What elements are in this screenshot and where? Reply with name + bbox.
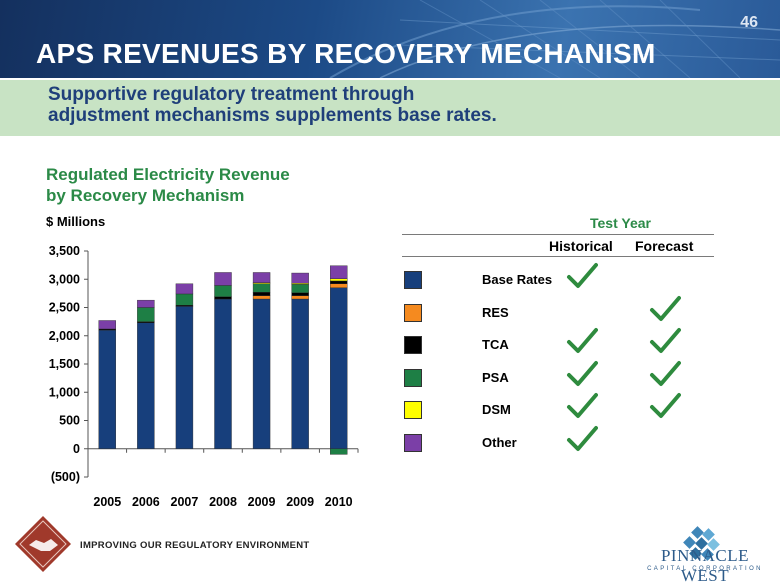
legend-label: RES — [482, 304, 509, 320]
bar-base-rates — [175, 306, 194, 449]
legend-swatch — [404, 271, 422, 289]
bar-res — [252, 295, 271, 300]
historical-check-icon — [566, 425, 598, 453]
table-rule-bottom — [402, 256, 714, 257]
legend-row-res: RES — [404, 295, 704, 326]
bar-other — [175, 283, 194, 295]
y-tick-label: 1,500 — [49, 357, 80, 371]
y-tick-label: 0 — [73, 442, 80, 456]
bar-tca — [330, 280, 348, 284]
bar-tca — [214, 296, 232, 300]
legend-row-base-rates: Base Rates — [404, 263, 704, 293]
bar-res — [330, 283, 348, 288]
bar-psa — [252, 283, 271, 293]
pinnacle-west-name: PINNACLE WEST — [660, 546, 750, 585]
legend-swatch — [404, 433, 422, 452]
chart-title-line-1: Regulated Electricity Revenue — [46, 165, 290, 184]
table-rule-top — [402, 234, 714, 235]
forecast-check-icon — [649, 327, 681, 355]
legend-swatch — [404, 368, 422, 387]
historical-check-icon — [566, 392, 598, 420]
y-tick-label: 1,000 — [49, 385, 80, 399]
forecast-check-icon — [649, 295, 681, 323]
bar-base-rates — [252, 298, 271, 449]
y-tick-label: (500) — [51, 470, 80, 484]
x-tick-label: 2009 — [286, 495, 314, 509]
y-tick-label: 3,000 — [49, 272, 80, 286]
bar-tca — [252, 292, 271, 296]
slide-subtitle: Supportive regulatory treatment through … — [48, 84, 688, 126]
y-tick-label: 3,500 — [49, 244, 80, 258]
historical-check-icon — [566, 360, 598, 388]
x-tick-label: 2005 — [93, 495, 121, 509]
col-forecast: Forecast — [635, 238, 694, 254]
legend-row-psa: PSA — [404, 360, 704, 391]
bar-psa — [330, 448, 348, 455]
bar-base-rates — [214, 298, 232, 449]
subtitle-line-2: adjustment mechanisms supplements base r… — [48, 105, 497, 126]
legend-label: Base Rates — [482, 272, 553, 287]
chart-title-line-2: by Recovery Mechanism — [46, 186, 245, 205]
legend-row-tca: TCA — [404, 328, 704, 358]
bar-res — [291, 295, 309, 300]
legend-swatch — [404, 401, 422, 419]
slide-title: APS REVENUES BY RECOVERY MECHANISM — [36, 38, 656, 69]
legend-label: TCA — [482, 337, 509, 352]
legend-row-other: Other — [404, 425, 704, 456]
test-year-header: Test Year — [590, 215, 651, 231]
legend-label: DSM — [482, 402, 511, 417]
stacked-bar-chart: 3,500 3,000 2,500 2,000 1,500 1,000 500 0 (500) 2… — [49, 244, 359, 509]
pinnacle-west-logo-mark — [683, 526, 720, 561]
bar-base-rates — [98, 329, 116, 449]
header-decoration — [329, 0, 780, 78]
bar-base-rates — [137, 322, 155, 449]
bar-dsm — [330, 278, 348, 282]
slide-header: 46 APS REVENUES BY RECOVERY MECHANISM — [0, 0, 780, 78]
bar-other — [98, 320, 116, 330]
forecast-check-icon — [649, 360, 681, 388]
historical-check-icon — [566, 262, 598, 290]
x-tick-label: 2007 — [171, 495, 199, 509]
bar-base-rates — [291, 298, 309, 449]
historical-check-icon — [566, 327, 598, 355]
y-tick-label: 2,000 — [49, 329, 80, 343]
bar-other — [291, 272, 309, 284]
legend-swatch — [404, 303, 422, 322]
page-number: 46 — [740, 14, 758, 31]
handshake-logo — [15, 516, 71, 572]
y-tick-label: 2,500 — [49, 301, 80, 315]
legend-label: Other — [482, 434, 517, 450]
bar-psa — [175, 293, 194, 306]
pinnacle-west-subtitle: CAPITAL CORPORATION — [647, 566, 763, 572]
subtitle-line-1: Supportive regulatory treatment through — [48, 84, 415, 105]
forecast-check-icon — [649, 392, 681, 420]
x-tick-label: 2008 — [209, 495, 237, 509]
chart-title: Regulated Electricity Revenue by Recover… — [46, 164, 346, 206]
x-tick-label: 2006 — [132, 495, 160, 509]
bar-other — [330, 265, 348, 279]
bar-tca — [291, 292, 309, 296]
bar-other — [137, 299, 155, 308]
legend-swatch — [404, 336, 422, 354]
bar-base-rates — [330, 287, 348, 449]
footer-tagline: IMPROVING OUR REGULATORY ENVIRONMENT — [80, 540, 310, 551]
bar-psa — [137, 307, 155, 322]
col-historical: Historical — [549, 238, 613, 254]
bar-psa — [291, 284, 309, 294]
bar-other — [252, 272, 271, 283]
y-tick-label: 500 — [59, 414, 80, 428]
legend-label: PSA — [482, 369, 509, 385]
x-tick-label: 2009 — [248, 495, 276, 509]
subtitle-band — [0, 80, 780, 136]
units-label: $ Millions — [46, 214, 106, 229]
bar-psa — [214, 285, 232, 297]
x-tick-label: 2010 — [325, 495, 353, 509]
bar-other — [214, 272, 232, 286]
legend-row-dsm: DSM — [404, 393, 704, 423]
